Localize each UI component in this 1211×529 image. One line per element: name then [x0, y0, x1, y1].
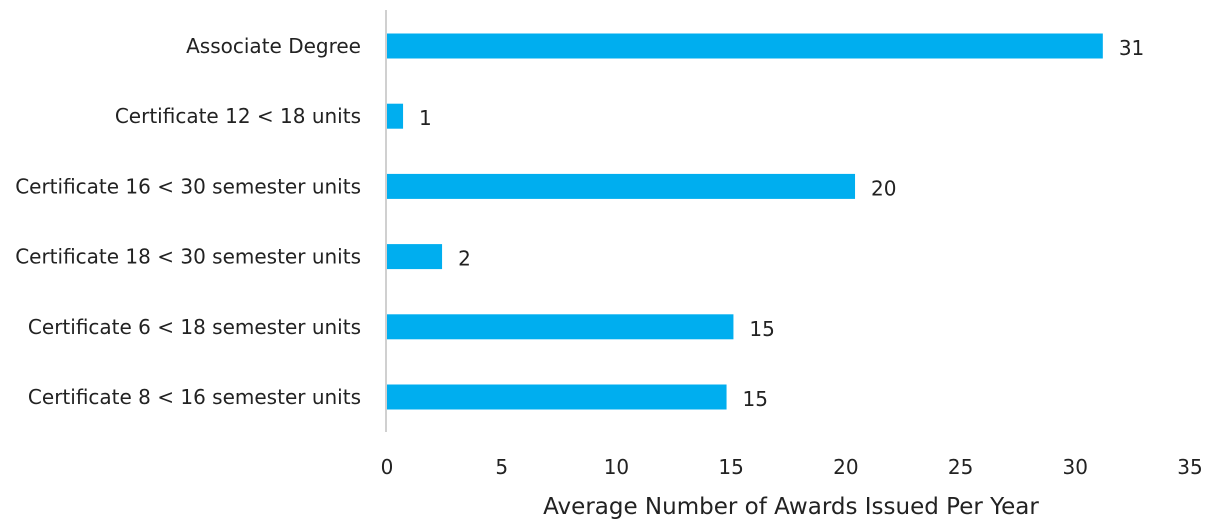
x-axis-ticks: 0 5 10 15 20 25 30 35	[381, 455, 1203, 479]
x-tick-label: 5	[495, 455, 508, 479]
bar	[387, 103, 404, 129]
bars-layer	[387, 33, 1103, 410]
category-label: Certificate 16 < 30 semester units	[15, 174, 361, 198]
category-label: Certificate 12 < 18 units	[115, 104, 361, 128]
x-tick-label: 35	[1177, 455, 1202, 479]
x-tick-label: 30	[1063, 455, 1088, 479]
x-tick-label: 0	[381, 455, 394, 479]
bar	[387, 244, 443, 270]
category-label: Certificate 18 < 30 semester units	[15, 245, 361, 269]
category-label: Certificate 8 < 16 semester units	[28, 385, 361, 409]
bar	[387, 33, 1103, 59]
data-label: 15	[743, 387, 768, 411]
data-label: 2	[458, 247, 471, 271]
data-label: 15	[749, 317, 774, 341]
x-tick-label: 25	[948, 455, 973, 479]
data-labels: 31 1 20 2 15 15	[419, 36, 1144, 411]
bar	[387, 384, 727, 410]
category-labels: Associate Degree Certificate 12 < 18 unit…	[15, 34, 361, 409]
x-tick-label: 20	[833, 455, 858, 479]
data-label: 1	[419, 106, 432, 130]
x-tick-label: 15	[718, 455, 743, 479]
bar	[387, 173, 856, 199]
data-label: 31	[1119, 36, 1144, 60]
category-label: Associate Degree	[186, 34, 361, 58]
x-tick-label: 10	[604, 455, 629, 479]
category-label: Certificate 6 < 18 semester units	[28, 315, 361, 339]
data-label: 20	[871, 176, 896, 200]
bar	[387, 314, 734, 340]
x-axis-title: Average Number of Awards Issued Per Year	[543, 494, 1039, 520]
